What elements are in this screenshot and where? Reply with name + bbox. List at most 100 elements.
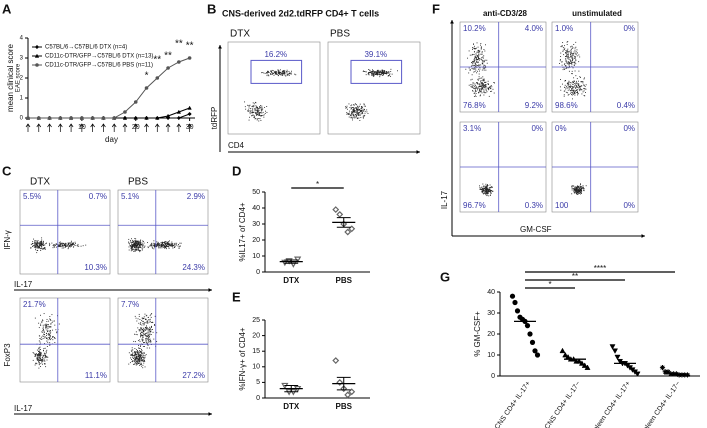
event-dot bbox=[487, 192, 488, 193]
event-dot bbox=[39, 248, 40, 249]
event-dot bbox=[479, 74, 480, 75]
event-dot bbox=[486, 193, 487, 194]
event-dot bbox=[388, 76, 389, 77]
event-dot bbox=[137, 243, 138, 244]
event-dot bbox=[143, 325, 144, 326]
event-dot bbox=[485, 92, 486, 93]
point bbox=[515, 308, 520, 313]
event-dot bbox=[347, 114, 348, 115]
event-dot bbox=[380, 70, 381, 71]
event-dot bbox=[478, 51, 479, 52]
event-dot bbox=[142, 318, 143, 319]
event-dot bbox=[275, 71, 276, 72]
event-dot bbox=[475, 68, 476, 69]
event-dot bbox=[133, 242, 134, 243]
event-dot bbox=[136, 357, 137, 358]
event-dot bbox=[146, 342, 147, 343]
event-dot bbox=[570, 46, 571, 47]
event-dot bbox=[474, 61, 475, 62]
event-dot bbox=[473, 72, 474, 73]
event-dot bbox=[47, 328, 48, 329]
event-dot bbox=[572, 89, 573, 90]
event-dot bbox=[482, 57, 483, 58]
event-dot bbox=[475, 89, 476, 90]
event-dot bbox=[129, 352, 130, 353]
event-dot bbox=[144, 361, 145, 362]
event-dot bbox=[146, 321, 147, 322]
event-dot bbox=[81, 246, 82, 247]
event-dot bbox=[576, 89, 577, 90]
event-dot bbox=[278, 69, 279, 70]
event-dot bbox=[134, 238, 135, 239]
event-dot bbox=[134, 361, 135, 362]
event-dot bbox=[575, 63, 576, 64]
event-dot bbox=[143, 331, 144, 332]
event-dot bbox=[560, 86, 561, 87]
event-dot bbox=[142, 365, 143, 366]
event-dot bbox=[135, 354, 136, 355]
event-dot bbox=[578, 71, 579, 72]
event-dot bbox=[45, 366, 46, 367]
event-dot bbox=[353, 115, 354, 116]
event-dot bbox=[348, 113, 349, 114]
event-dot bbox=[583, 185, 584, 186]
event-dot bbox=[570, 86, 571, 87]
event-dot bbox=[486, 82, 487, 83]
event-dot bbox=[585, 86, 586, 87]
event-dot bbox=[255, 105, 256, 106]
x-tick-label: DTX bbox=[283, 402, 300, 411]
event-dot bbox=[66, 245, 67, 246]
panel-letter: A bbox=[2, 1, 12, 16]
event-dot bbox=[475, 48, 476, 49]
event-dot bbox=[568, 59, 569, 60]
event-dot bbox=[476, 58, 477, 59]
event-dot bbox=[370, 70, 371, 71]
point bbox=[612, 349, 617, 354]
event-dot bbox=[138, 323, 139, 324]
event-dot bbox=[490, 192, 491, 193]
event-dot bbox=[85, 245, 86, 246]
event-dot bbox=[147, 333, 148, 334]
event-dot bbox=[358, 106, 359, 107]
event-dot bbox=[583, 85, 584, 86]
event-dot bbox=[135, 238, 136, 239]
event-dot bbox=[141, 358, 142, 359]
event-dot bbox=[141, 359, 142, 360]
event-dot bbox=[41, 243, 42, 244]
event-dot bbox=[485, 89, 486, 90]
event-dot bbox=[576, 54, 577, 55]
event-dot bbox=[565, 85, 566, 86]
event-dot bbox=[45, 327, 46, 328]
event-dot bbox=[471, 66, 472, 67]
event-dot bbox=[147, 320, 148, 321]
event-dot bbox=[481, 59, 482, 60]
event-dot bbox=[179, 243, 180, 244]
event-dot bbox=[571, 63, 572, 64]
event-dot bbox=[48, 333, 49, 334]
point bbox=[26, 116, 30, 120]
event-dot bbox=[47, 357, 48, 358]
event-dot bbox=[38, 357, 39, 358]
event-dot bbox=[475, 56, 476, 57]
event-dot bbox=[474, 59, 475, 60]
event-dot bbox=[140, 245, 141, 246]
event-dot bbox=[479, 60, 480, 61]
event-dot bbox=[474, 86, 475, 87]
event-dot bbox=[390, 71, 391, 72]
event-dot bbox=[480, 80, 481, 81]
event-dot bbox=[474, 51, 475, 52]
arrow-head bbox=[416, 150, 420, 154]
x-axis-label: IL-17 bbox=[14, 404, 33, 413]
event-dot bbox=[484, 65, 485, 66]
event-dot bbox=[149, 327, 150, 328]
event-dot bbox=[153, 245, 154, 246]
event-dot bbox=[37, 242, 38, 243]
arrow-head bbox=[218, 45, 222, 49]
event-dot bbox=[582, 81, 583, 82]
event-dot bbox=[473, 85, 474, 86]
event-dot bbox=[59, 246, 60, 247]
event-dot bbox=[482, 80, 483, 81]
event-dot bbox=[54, 247, 55, 248]
event-dot bbox=[163, 246, 164, 247]
quadrant-percent: 0% bbox=[531, 124, 543, 133]
